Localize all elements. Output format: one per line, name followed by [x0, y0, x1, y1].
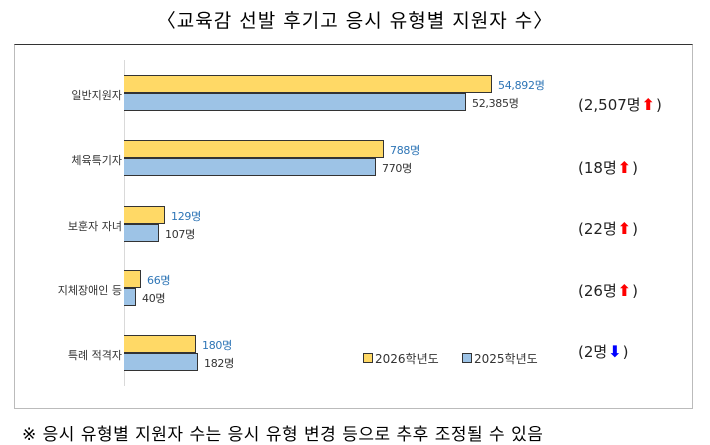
difference-close: )	[622, 343, 629, 361]
difference-text: (18명	[578, 159, 617, 177]
difference-annotation: (26명⬆)	[578, 280, 638, 301]
data-label: 788명	[390, 144, 420, 157]
category-label: 일반지원자	[71, 89, 122, 102]
bar-2025	[124, 158, 376, 176]
legend-2025: 2025학년도	[462, 350, 538, 367]
legend-label-2025: 2025학년도	[474, 352, 538, 366]
bar-2026	[124, 270, 141, 288]
category-label: 체육특기자	[71, 154, 122, 167]
arrow-up-icon: ⬆	[617, 281, 632, 300]
category-label: 특례 적격자	[67, 349, 122, 362]
data-label: 52,385명	[472, 97, 519, 110]
data-label: 66명	[147, 274, 171, 287]
arrow-up-icon: ⬆	[617, 158, 632, 177]
category-label: 지체장애인 등	[57, 284, 122, 297]
data-label: 182명	[204, 357, 234, 370]
bar-2026	[124, 140, 384, 158]
data-label: 40명	[142, 292, 166, 305]
bar-2026	[124, 335, 196, 353]
chart-frame	[14, 44, 693, 409]
arrow-down-icon: ⬇	[608, 342, 622, 361]
difference-text: (2명	[578, 343, 608, 361]
data-label: 180명	[202, 339, 232, 352]
footnote: ※ 응시 유형별 지원자 수는 응시 유형 변경 등으로 추후 조정될 수 있음	[22, 425, 544, 445]
bar-2026	[124, 75, 492, 93]
bar-2025	[124, 288, 136, 306]
difference-text: (22명	[578, 220, 617, 238]
difference-close: )	[632, 282, 639, 300]
difference-close: )	[656, 96, 662, 114]
chart-title: 〈교육감 선발 후기고 응시 유형별 지원자 수〉	[156, 10, 554, 32]
data-label: 54,892명	[498, 79, 545, 92]
arrow-up-icon: ⬆	[641, 95, 656, 114]
legend-2026: 2026학년도	[363, 350, 439, 367]
arrow-up-icon: ⬆	[617, 219, 632, 238]
difference-annotation: (2,507명⬆)	[578, 94, 662, 115]
data-label: 770명	[382, 162, 412, 175]
difference-annotation: (18명⬆)	[578, 157, 638, 178]
difference-text: (2,507명	[578, 96, 641, 114]
legend-swatch-2026	[363, 353, 373, 363]
bar-2025	[124, 93, 466, 111]
data-label: 129명	[171, 210, 201, 223]
difference-annotation: (2명⬇)	[578, 341, 628, 362]
bar-2025	[124, 353, 198, 371]
category-label: 보훈자 자녀	[67, 220, 122, 233]
bar-2025	[124, 224, 159, 242]
legend-label-2026: 2026학년도	[375, 352, 439, 366]
difference-close: )	[632, 220, 639, 238]
difference-annotation: (22명⬆)	[578, 218, 638, 239]
bar-2026	[124, 206, 165, 224]
legend-swatch-2025	[462, 353, 472, 363]
data-label: 107명	[165, 228, 195, 241]
difference-text: (26명	[578, 282, 617, 300]
difference-close: )	[632, 159, 639, 177]
